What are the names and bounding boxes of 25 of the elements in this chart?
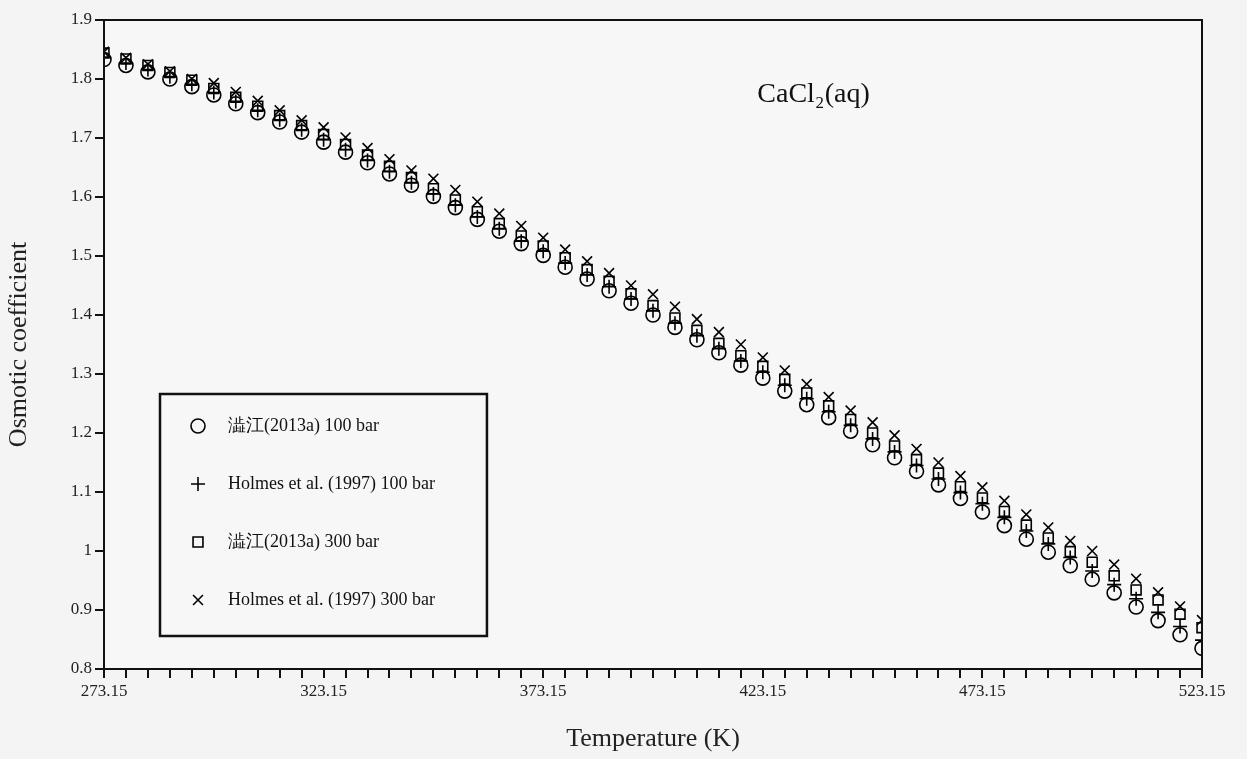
- x-axis-title: Temperature (K): [566, 723, 740, 753]
- annotation: CaCl₂(aq): [757, 77, 870, 109]
- x-tick-label: 273.15: [80, 680, 128, 700]
- y-tick-label: 1.1: [70, 481, 92, 501]
- y-tick-label: 1.2: [70, 422, 92, 442]
- y-tick-label: 1.4: [70, 304, 93, 324]
- x-tick-label: 523.15: [1178, 680, 1226, 700]
- y-tick-label: 1.8: [70, 68, 92, 88]
- legend-label: 澁江(2013a) 100 bar: [228, 414, 379, 436]
- legend-label: Holmes et al. (1997) 100 bar: [228, 472, 435, 494]
- legend-label: 澁江(2013a) 300 bar: [228, 530, 379, 552]
- y-tick-label: 0.9: [70, 599, 92, 619]
- x-tick-label: 373.15: [519, 680, 567, 700]
- y-tick-label: 1.6: [70, 186, 92, 206]
- y-tick-label: 1: [83, 540, 92, 560]
- y-tick-label: 1.7: [70, 127, 93, 147]
- y-tick-label: 1.9: [70, 9, 92, 29]
- y-tick-label: 1.5: [70, 245, 92, 265]
- x-tick-label: 473.15: [959, 680, 1006, 700]
- y-tick-label: 1.3: [70, 363, 92, 383]
- x-tick-label: 323.15: [300, 680, 347, 700]
- y-tick-label: 0.8: [70, 658, 92, 678]
- y-axis-title: Osmotic coefficient: [3, 241, 33, 448]
- legend-label: Holmes et al. (1997) 300 bar: [228, 588, 435, 610]
- x-tick-label: 423.15: [739, 680, 787, 700]
